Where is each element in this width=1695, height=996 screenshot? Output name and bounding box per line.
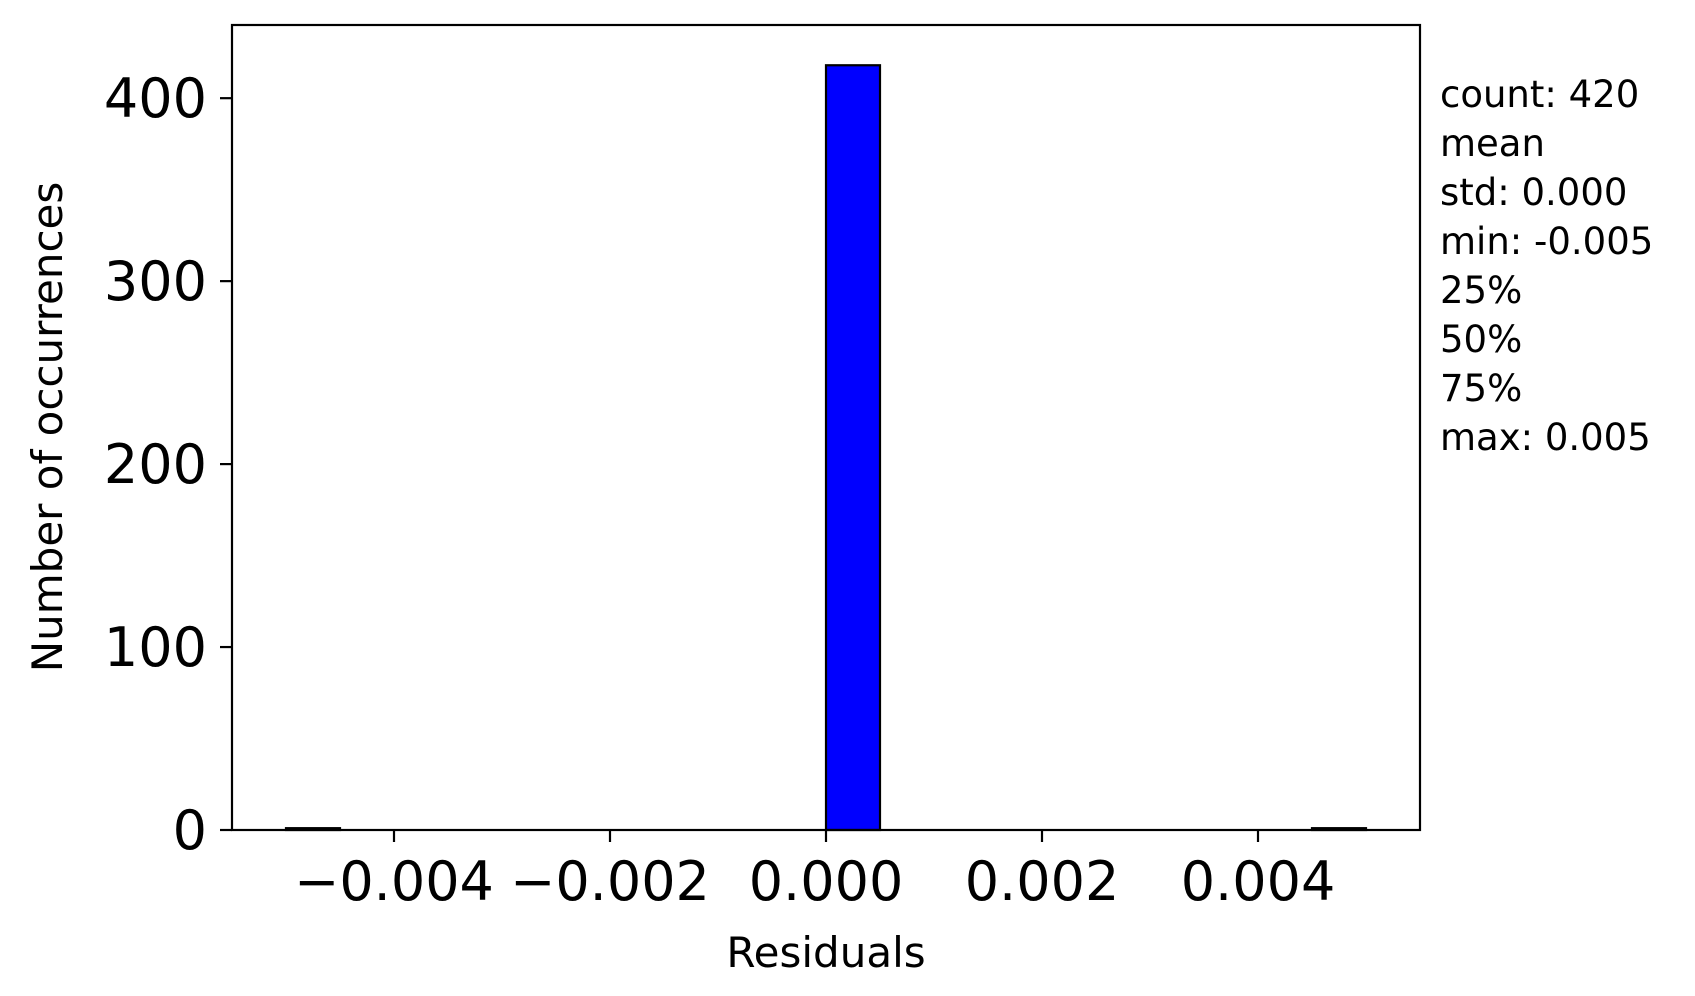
x-tick-label: −0.002: [510, 850, 710, 913]
y-tick-label: 400: [104, 67, 207, 130]
stats-annotation: count: 420 mean std: 0.000 min: -0.005 25% 50…: [1440, 73, 1653, 459]
stats-line: std: 0.000: [1440, 171, 1627, 214]
y-axis: 0 100 200 300 400: [104, 67, 232, 862]
stats-line: mean: [1440, 122, 1545, 165]
y-tick-label: 100: [104, 616, 207, 679]
x-axis-label: Residuals: [726, 928, 925, 977]
x-tick-label: 0.000: [749, 850, 904, 913]
bars-group: [284, 64, 1368, 832]
stats-line: 75%: [1440, 367, 1522, 410]
y-axis-label: Number of occurrences: [23, 182, 72, 673]
x-tick-label: 0.004: [1181, 850, 1336, 913]
histogram-bar: [824, 64, 882, 832]
stats-line: count: 420: [1440, 73, 1639, 116]
x-tick-label: −0.004: [294, 850, 494, 913]
stats-line: max: 0.005: [1440, 416, 1651, 459]
y-tick-label: 0: [173, 799, 207, 862]
y-tick-label: 300: [104, 250, 207, 313]
stats-line: min: -0.005: [1440, 220, 1653, 263]
x-tick-label: 0.002: [965, 850, 1120, 913]
stats-line: 50%: [1440, 318, 1522, 361]
y-tick-label: 200: [104, 433, 207, 496]
stats-line: 25%: [1440, 269, 1522, 312]
x-axis: −0.004 −0.002 0.000 0.002 0.004: [294, 830, 1335, 913]
